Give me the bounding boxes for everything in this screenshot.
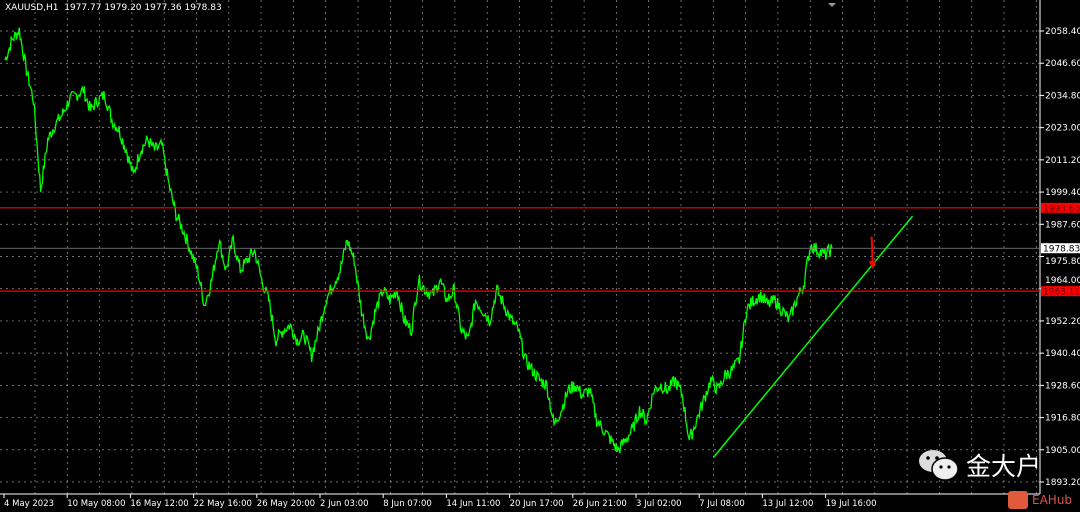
x-tick-label: 4 May 2023: [4, 499, 54, 509]
y-tick-label: 1940.40: [1045, 349, 1080, 359]
eahub-brand: EAHub: [1008, 491, 1072, 509]
x-tick-label: 22 May 16:00: [194, 499, 252, 509]
symbol-label: XAUUSD,H1: [5, 3, 59, 13]
x-tick-label: 14 Jun 11:00: [446, 499, 500, 509]
x-tick-label: 2 Jun 03:00: [320, 499, 369, 509]
level-price-label: 1993.63: [1043, 204, 1080, 214]
y-tick-label: 2011.20: [1045, 156, 1080, 166]
x-tick-label: 16 May 12:00: [130, 499, 188, 509]
x-tick-label: 7 Jul 08:00: [699, 499, 745, 509]
level-price-label: 1963.11: [1043, 288, 1080, 298]
ohlc-label: 1977.77 1979.20 1977.36 1978.83: [64, 3, 222, 13]
x-tick-label: 26 May 20:00: [257, 499, 315, 509]
price-line: [4, 27, 833, 454]
y-tick-label: 1928.60: [1045, 381, 1080, 391]
x-tick-label: 20 Jun 17:00: [510, 499, 564, 509]
y-tick-label: 1893.20: [1045, 478, 1080, 488]
level-price-badge: [1041, 202, 1080, 213]
y-tick-label: 2058.40: [1045, 27, 1080, 37]
y-tick-label: 1964.00: [1045, 276, 1080, 286]
x-tick-label: 10 May 08:00: [67, 499, 125, 509]
y-tick-label: 1952.20: [1045, 317, 1080, 327]
wechat-icon: [919, 450, 959, 481]
arrow-down-icon: [868, 260, 877, 269]
level-price-badge: [1041, 286, 1080, 297]
trendline: [713, 215, 914, 458]
y-tick-label: 1987.60: [1045, 220, 1080, 230]
chart-shift-marker-icon: [828, 3, 836, 7]
x-tick-label: 3 Jul 02:00: [636, 499, 682, 509]
watermark: 金大户: [918, 447, 1041, 483]
watermark-text: 金大户: [966, 452, 1042, 481]
x-tick-label: 13 Jul 12:00: [762, 499, 813, 509]
chart-header: XAUUSD,H1 1977.77 1979.20 1977.36 1978.8…: [5, 3, 222, 13]
y-tick-label: 1999.40: [1045, 188, 1080, 198]
x-tick-label: 26 Jun 21:00: [573, 499, 627, 509]
x-tick-label: 8 Jun 07:00: [383, 499, 432, 509]
current-price-badge: [1041, 243, 1080, 254]
y-tick-label: 2023.00: [1045, 124, 1080, 134]
current-price-label: 1978.83: [1043, 245, 1080, 255]
eahub-text: EAHub: [1032, 493, 1073, 507]
x-tick-label: 19 Jul 16:00: [826, 499, 877, 509]
y-tick-label: 1905.00: [1045, 446, 1080, 456]
y-tick-label: 2046.60: [1045, 59, 1080, 69]
y-tick-label: 1975.80: [1045, 257, 1080, 267]
eahub-logo-icon: [1008, 491, 1028, 509]
y-tick-label: 1916.80: [1045, 414, 1080, 424]
arrow-shaft: [870, 236, 874, 263]
y-tick-label: 2034.80: [1045, 91, 1080, 101]
